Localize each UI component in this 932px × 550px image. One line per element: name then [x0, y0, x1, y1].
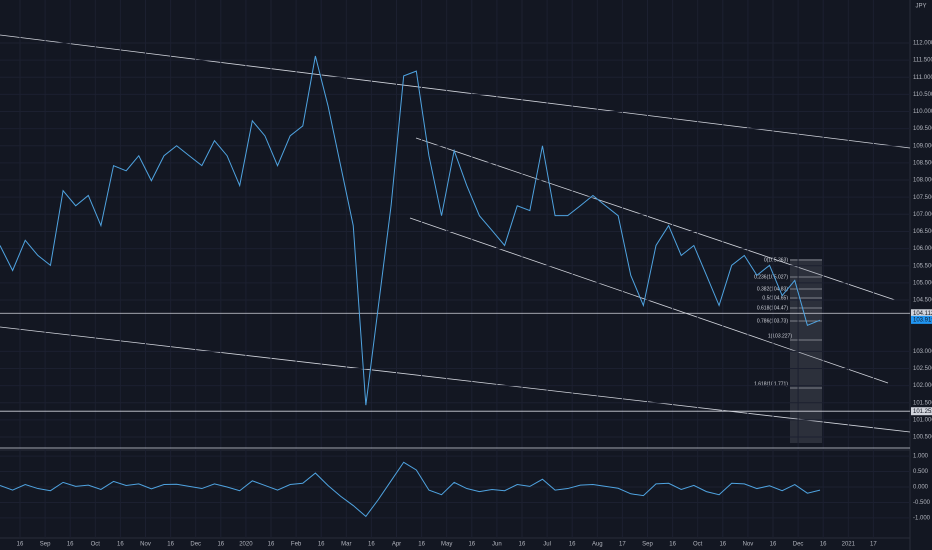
x-tick-label: Jul — [543, 542, 551, 548]
x-tick-label: Feb — [291, 542, 302, 548]
osc-tick-label: 0.500 — [913, 469, 929, 475]
x-tick-label: Nov — [743, 542, 754, 548]
x-tick-label: 16 — [368, 542, 375, 548]
x-tick-label: Apr — [392, 542, 401, 548]
channel-line — [409, 217, 889, 384]
fib-label: 1.618(101.771) — [754, 381, 788, 387]
x-tick-label: 16 — [669, 542, 676, 548]
x-tick-label: 16 — [167, 542, 174, 548]
x-tick-label: Oct — [91, 542, 101, 548]
y-tick-label: 107.500 — [913, 195, 932, 201]
x-tick-label: 16 — [770, 542, 777, 548]
x-tick-label: Oct — [693, 542, 703, 548]
osc-tick-label: -0.500 — [913, 500, 931, 506]
x-tick-label: 16 — [719, 542, 726, 548]
y-tick-label: 110.000 — [913, 109, 932, 115]
x-tick-label: 16 — [820, 542, 827, 548]
oscillator-line — [0, 461, 821, 518]
y-tick-label: 109.500 — [913, 126, 932, 132]
channel-line — [415, 137, 896, 301]
fib-label: 1(103.227) — [768, 333, 793, 339]
y-tick-label: 103.000 — [913, 349, 932, 355]
x-tick-label: 16 — [418, 542, 425, 548]
fib-label: 0(105.363) — [764, 257, 789, 263]
x-tick-label: Jun — [492, 542, 502, 548]
y-tick-label: 101.500 — [913, 400, 932, 406]
price-mark-label: 104.112 — [913, 311, 932, 317]
trend-line — [0, 326, 911, 433]
x-tick-label: 16 — [519, 542, 526, 548]
x-tick-label: Aug — [592, 542, 603, 548]
x-tick-label: 16 — [268, 542, 275, 548]
y-tick-label: 101.000 — [913, 417, 932, 423]
y-tick-label: 102.000 — [913, 383, 932, 389]
x-tick-label: Nov — [140, 542, 151, 548]
x-tick-label: 16 — [17, 542, 24, 548]
y-tick-label: 102.500 — [913, 366, 932, 372]
y-tick-label: 110.500 — [913, 92, 932, 98]
y-tick-label: 111.000 — [913, 75, 932, 81]
y-tick-label: 104.500 — [913, 298, 932, 304]
x-tick-label: Dec — [190, 542, 201, 548]
x-tick-label: May — [441, 542, 452, 548]
x-tick-label: 2020 — [239, 542, 253, 548]
x-tick-label: 17 — [870, 542, 877, 548]
y-tick-label: 107.000 — [913, 212, 932, 218]
x-tick-label: 16 — [318, 542, 325, 548]
symbol: JPY — [915, 4, 926, 10]
y-tick-label: 100.500 — [913, 435, 932, 441]
x-tick-label: 17 — [619, 542, 626, 548]
fib-levels — [790, 259, 822, 389]
x-tick-label: 16 — [217, 542, 224, 548]
osc-tick-label: -1.000 — [913, 515, 931, 521]
y-tick-label: 108.500 — [913, 160, 932, 166]
x-tick-label: Sep — [642, 542, 653, 548]
fib-label: 0.236(105.027) — [754, 274, 788, 280]
y-tick-label: 108.000 — [913, 178, 932, 184]
x-tick-label: 16 — [468, 542, 475, 548]
x-tick-label: 2021 — [842, 542, 856, 548]
y-tick-label: 109.000 — [913, 143, 932, 149]
x-tick-label: Sep — [40, 542, 51, 548]
price-mark-box — [911, 315, 932, 324]
x-tick-label: Mar — [341, 542, 351, 548]
y-tick-label: 106.500 — [913, 229, 932, 235]
y-tick-label: 111.500 — [913, 58, 932, 64]
x-tick-label: 16 — [67, 542, 74, 548]
y-tick-label: 106.000 — [913, 246, 932, 252]
price-mark-box — [911, 309, 932, 318]
x-tick-label: Dec — [793, 542, 804, 548]
price-mark-label: 103.919 — [913, 317, 932, 323]
osc-tick-label: 0.000 — [913, 485, 929, 491]
y-tick-label: 105.000 — [913, 280, 932, 286]
x-tick-label: 16 — [117, 542, 124, 548]
price-mark-box — [911, 407, 932, 416]
y-tick-label: 112.000 — [913, 41, 932, 47]
y-tick-label: 105.500 — [913, 263, 932, 269]
x-tick-label: 16 — [569, 542, 576, 548]
trend-line — [0, 34, 911, 149]
osc-tick-label: 1.000 — [913, 454, 929, 460]
price-line — [0, 55, 821, 406]
price-mark-label: 101.253 — [913, 409, 932, 415]
fib-label: 0.5(104.65) — [762, 295, 788, 301]
